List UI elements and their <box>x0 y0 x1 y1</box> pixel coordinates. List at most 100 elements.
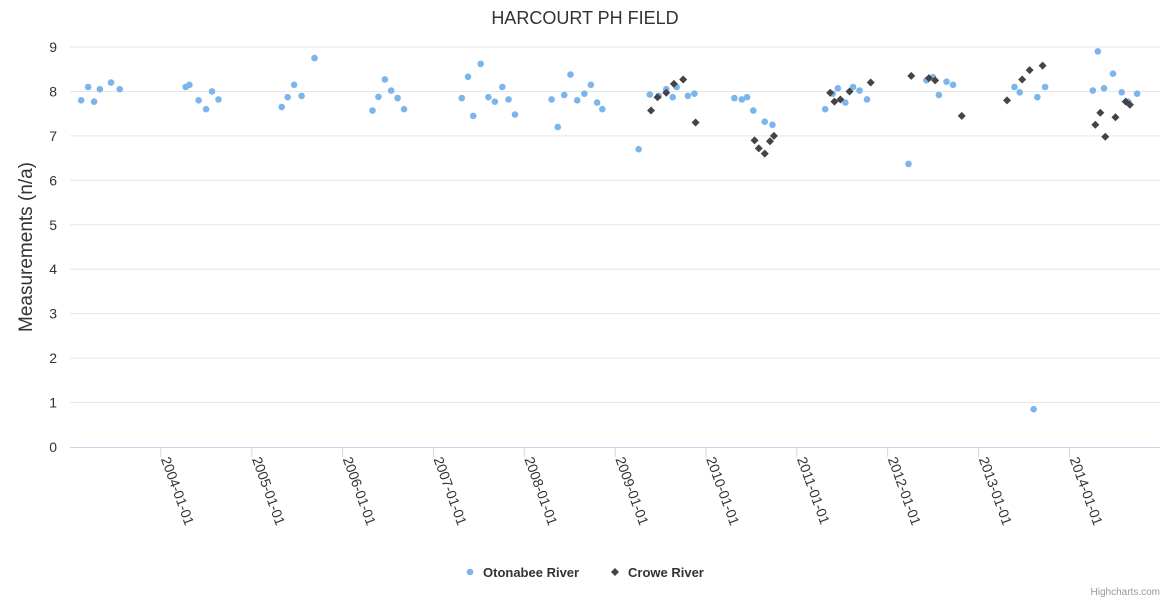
data-point[interactable] <box>1003 96 1012 105</box>
data-point[interactable] <box>834 85 842 92</box>
data-point[interactable] <box>647 106 656 115</box>
data-point[interactable] <box>750 107 757 114</box>
data-point[interactable] <box>935 91 943 99</box>
credits-link[interactable]: Highcharts.com <box>1091 587 1160 598</box>
data-point[interactable] <box>1018 75 1027 84</box>
data-point[interactable] <box>485 93 492 101</box>
data-point[interactable] <box>743 93 751 101</box>
data-point[interactable] <box>653 93 662 102</box>
data-point[interactable] <box>400 105 408 113</box>
data-point[interactable] <box>856 87 863 94</box>
data-point[interactable] <box>826 88 835 97</box>
data-point[interactable] <box>842 99 849 106</box>
data-point[interactable] <box>554 123 562 131</box>
data-point[interactable] <box>769 131 778 140</box>
data-point[interactable] <box>750 136 759 145</box>
data-point[interactable] <box>679 75 688 84</box>
data-point[interactable] <box>1089 87 1097 94</box>
data-point[interactable] <box>195 97 202 104</box>
data-point[interactable] <box>866 78 875 87</box>
data-point[interactable] <box>943 78 950 85</box>
data-point[interactable] <box>581 90 588 97</box>
data-point[interactable] <box>77 97 85 104</box>
data-point[interactable] <box>593 99 601 106</box>
data-point[interactable] <box>107 79 115 86</box>
data-point[interactable] <box>491 98 499 105</box>
data-point[interactable] <box>646 91 654 98</box>
data-point[interactable] <box>560 91 568 99</box>
data-point[interactable] <box>845 87 854 96</box>
data-point[interactable] <box>769 121 776 129</box>
data-point[interactable] <box>957 111 966 120</box>
data-point[interactable] <box>1125 100 1134 109</box>
data-point[interactable] <box>1111 113 1120 122</box>
data-point[interactable] <box>691 118 700 127</box>
data-point[interactable] <box>849 83 857 91</box>
data-point[interactable] <box>469 112 477 120</box>
data-point[interactable] <box>1101 132 1110 141</box>
data-point[interactable] <box>738 96 746 103</box>
data-point[interactable] <box>375 93 382 101</box>
data-point[interactable] <box>1025 66 1034 75</box>
data-point[interactable] <box>499 83 506 91</box>
data-point[interactable] <box>731 94 738 102</box>
data-point[interactable] <box>186 81 193 89</box>
data-point[interactable] <box>1011 83 1018 91</box>
data-point[interactable] <box>1091 120 1100 129</box>
data-point[interactable] <box>1118 89 1125 96</box>
legend-item-crowe-river[interactable]: Crowe River <box>611 565 704 580</box>
data-point[interactable] <box>760 149 769 158</box>
data-point[interactable] <box>116 85 124 93</box>
data-point[interactable] <box>905 160 912 168</box>
data-point[interactable] <box>761 118 769 125</box>
data-point[interactable] <box>278 103 285 111</box>
data-point[interactable] <box>511 111 519 118</box>
data-point[interactable] <box>215 96 222 103</box>
data-point[interactable] <box>907 71 916 80</box>
data-point[interactable] <box>691 90 698 97</box>
data-point[interactable] <box>669 79 678 88</box>
data-point[interactable] <box>284 93 291 101</box>
data-point[interactable] <box>573 97 581 104</box>
data-point[interactable] <box>369 107 376 114</box>
data-point[interactable] <box>599 105 606 113</box>
data-point[interactable] <box>387 87 395 94</box>
data-point[interactable] <box>821 105 829 113</box>
data-point[interactable] <box>924 74 933 83</box>
data-point[interactable] <box>290 81 298 89</box>
data-point[interactable] <box>836 95 845 104</box>
data-point[interactable] <box>394 94 401 102</box>
data-point[interactable] <box>96 85 104 93</box>
data-point[interactable] <box>1094 48 1102 55</box>
data-point[interactable] <box>477 60 484 68</box>
data-point[interactable] <box>635 145 642 153</box>
data-point[interactable] <box>1030 405 1037 413</box>
data-point[interactable] <box>567 71 574 78</box>
data-point[interactable] <box>863 96 871 103</box>
data-point[interactable] <box>505 96 512 103</box>
data-point[interactable] <box>1100 85 1108 92</box>
data-point[interactable] <box>1034 93 1041 101</box>
data-point[interactable] <box>1096 108 1105 117</box>
data-point[interactable] <box>830 97 839 106</box>
data-point[interactable] <box>548 96 555 103</box>
data-point[interactable] <box>1041 83 1049 91</box>
data-point[interactable] <box>1133 90 1141 97</box>
data-point[interactable] <box>298 92 305 100</box>
data-point[interactable] <box>311 54 318 62</box>
data-point[interactable] <box>381 76 389 83</box>
data-point[interactable] <box>587 81 595 89</box>
data-point[interactable] <box>684 92 692 100</box>
data-point[interactable] <box>662 88 671 97</box>
data-point[interactable] <box>931 76 940 85</box>
data-point[interactable] <box>669 93 677 101</box>
data-point[interactable] <box>84 83 92 91</box>
data-point[interactable] <box>202 105 210 113</box>
data-point[interactable] <box>949 81 957 89</box>
legend-item-otonabee-river[interactable]: Otonabee River <box>466 565 579 580</box>
data-point[interactable] <box>464 73 472 81</box>
data-point[interactable] <box>1109 70 1117 77</box>
data-point[interactable] <box>754 144 763 153</box>
data-point[interactable] <box>1038 61 1047 70</box>
data-point[interactable] <box>90 98 98 105</box>
